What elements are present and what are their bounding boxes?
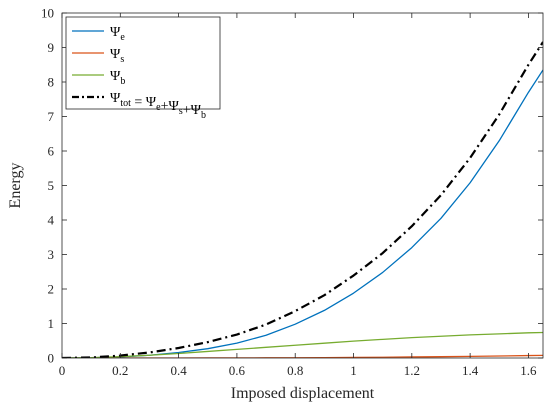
legend-subscript: s — [120, 54, 124, 65]
x-tick-label: 0 — [59, 363, 66, 378]
legend-text-part: = Ψ — [131, 95, 157, 110]
axes: 0 0.2 0.4 0.6 0.8 1 1.2 1.4 1.6 0 1 2 3 4 5 6 7 8 9 10 — [41, 6, 544, 378]
y-tick-label: 1 — [48, 316, 55, 331]
x-axis-label: Imposed displacement — [231, 385, 375, 402]
legend-box — [65, 16, 221, 110]
legend-subscript: e — [120, 32, 125, 43]
legend-entry-2: Ψs — [110, 47, 124, 65]
legend-subscript: b — [120, 76, 125, 87]
x-tick-label: 1.6 — [520, 363, 537, 378]
x-tick-label: 0.6 — [229, 363, 246, 378]
y-tick-label: 2 — [48, 282, 55, 297]
legend-text-part: Ψ — [110, 47, 121, 62]
series-line-1 — [62, 69, 543, 358]
legend-entry-4: Ψtot = Ψe+Ψs+Ψb — [110, 91, 206, 121]
y-tick-label: 6 — [48, 144, 55, 159]
y-tick-label: 3 — [48, 247, 55, 262]
y-tick-label: 7 — [48, 109, 55, 124]
y-tick-label: 5 — [48, 178, 55, 193]
y-tick-label: 4 — [48, 213, 55, 228]
legend-text-part: +Ψ — [161, 99, 180, 114]
legend-subscript: e — [156, 102, 161, 113]
x-tick-label: 1 — [350, 363, 357, 378]
x-tick-label: 0.4 — [170, 363, 187, 378]
series-line-4 — [62, 41, 543, 358]
legend-text-part: Ψ — [110, 91, 121, 106]
x-tick-label: 0.8 — [287, 363, 303, 378]
y-tick-label: 8 — [48, 75, 55, 90]
legend-subscript: s — [179, 106, 183, 117]
x-tick-label: 1.4 — [462, 363, 479, 378]
y-tick-label: 0 — [48, 351, 55, 366]
legend-text-part: +Ψ — [183, 103, 202, 118]
y-axis-label: Energy — [7, 163, 24, 209]
legend-subscript: b — [201, 110, 206, 121]
legend-subscript: tot — [120, 98, 131, 109]
y-tick-label: 9 — [48, 40, 55, 55]
series-line-3 — [62, 331, 543, 358]
legend-text-part: Ψ — [110, 25, 121, 40]
legend-entry-1: Ψe — [110, 25, 125, 43]
x-tick-label: 1.2 — [404, 363, 420, 378]
y-tick-label: 10 — [41, 6, 54, 21]
legend-entry-3: Ψb — [110, 69, 125, 87]
legend-text-part: Ψ — [110, 69, 121, 84]
x-tick-label: 0.2 — [112, 363, 128, 378]
